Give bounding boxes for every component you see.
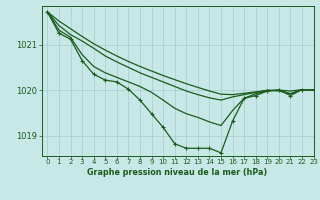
- X-axis label: Graphe pression niveau de la mer (hPa): Graphe pression niveau de la mer (hPa): [87, 168, 268, 177]
